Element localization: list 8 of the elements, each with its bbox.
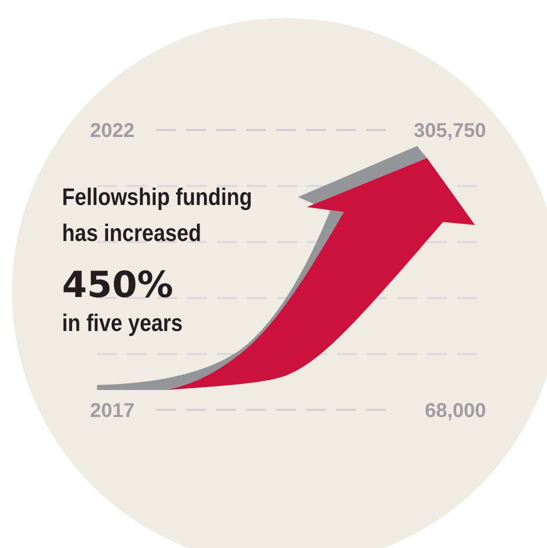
text: 450% [62,265,174,306]
data-label: 68,000 [424,400,486,422]
category-label: 2017 [90,400,134,422]
text: has increased [62,220,202,246]
text: Fellowship funding [62,184,252,210]
data-label: 305,750 [414,120,486,142]
category-label: 2022 [90,120,134,142]
text: in five years [62,310,183,336]
